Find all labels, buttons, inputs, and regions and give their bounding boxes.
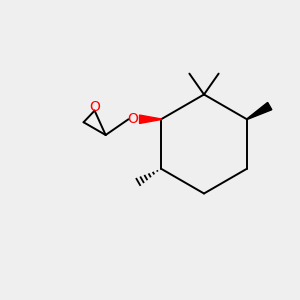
- Polygon shape: [140, 115, 161, 124]
- Text: O: O: [128, 112, 138, 126]
- Text: O: O: [89, 100, 100, 114]
- Polygon shape: [247, 102, 272, 119]
